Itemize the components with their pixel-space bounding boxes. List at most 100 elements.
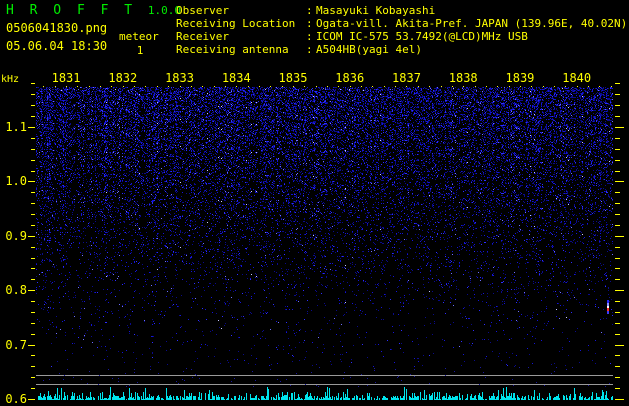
y-tick-minor (31, 366, 35, 367)
y-tick-minor-right (615, 366, 620, 367)
y-tick-minor (31, 138, 35, 139)
x-tick-label: 1838 (449, 72, 478, 84)
info-separator: : (306, 30, 316, 43)
x-tick-label: 1834 (222, 72, 251, 84)
info-separator: : (306, 43, 316, 56)
info-value: Ogata-vill. Akita-Pref. JAPAN (139.96E, … (316, 17, 627, 30)
info-key: Receiver (176, 30, 306, 43)
y-tick-minor-right (615, 247, 620, 248)
y-tick-minor (31, 301, 35, 302)
x-tick-label: 1835 (279, 72, 308, 84)
y-tick-minor (31, 203, 35, 204)
info-separator: : (306, 17, 316, 30)
y-tick-minor (31, 225, 35, 226)
reference-line-upper (36, 375, 613, 376)
y-tick-minor-right (615, 388, 620, 389)
meteor-echo-trace (607, 300, 609, 314)
y-tick-minor-right (615, 258, 620, 259)
y-tick-minor-right (615, 323, 620, 324)
y-tick-minor (31, 94, 35, 95)
y-tick-major (28, 181, 35, 182)
y-tick-minor-right (615, 225, 620, 226)
spectrogram-canvas (36, 87, 613, 367)
y-tick-major-right (615, 181, 624, 182)
x-tick-label: 1839 (506, 72, 535, 84)
meteor-count-value: 1 (119, 44, 161, 57)
app-title: H R O F F T 1.0.0 (6, 3, 181, 18)
y-tick-label: 0.7 (5, 339, 27, 351)
x-tick-label: 1832 (108, 72, 137, 84)
y-tick-minor (31, 247, 35, 248)
y-tick-minor (31, 312, 35, 313)
y-tick-minor-right (615, 203, 620, 204)
app-title-text: H R O F F T (6, 3, 136, 18)
y-tick-minor (31, 83, 35, 84)
y-tick-minor (31, 334, 35, 335)
reference-line-lower (36, 384, 613, 385)
y-tick-minor-right (615, 355, 620, 356)
info-key: Receiving Location (176, 17, 306, 30)
y-tick-major (28, 345, 35, 346)
y-tick-minor (31, 377, 35, 378)
y-tick-major (28, 127, 35, 128)
info-key: Observer (176, 4, 306, 17)
y-tick-label: 0.8 (5, 284, 27, 296)
y-tick-label: 0.9 (5, 230, 27, 242)
y-tick-minor (31, 105, 35, 106)
info-value: Masayuki Kobayashi (316, 4, 435, 17)
y-tick-minor-right (615, 301, 620, 302)
x-axis-time: 1831 1832 1833 1834 1835 1836 1837 1838 1839 1840 (0, 72, 629, 88)
x-tick-label: 1836 (335, 72, 364, 84)
info-row-receiver: Receiver : ICOM IC-575 53.7492(@LCD)MHz … (176, 30, 627, 43)
y-tick-minor-right (615, 214, 620, 215)
y-tick-minor-right (615, 192, 620, 193)
filename-label: 0506041830.png (6, 21, 107, 35)
x-tick-label: 1833 (165, 72, 194, 84)
y-tick-minor-right (615, 171, 620, 172)
y-tick-minor-right (615, 279, 620, 280)
info-key: Receiving antenna (176, 43, 306, 56)
y-tick-major (28, 236, 35, 237)
y-tick-minor (31, 258, 35, 259)
header-panel: H R O F F T 1.0.0 0506041830.png 05.06.0… (0, 0, 629, 72)
y-axis-frequency: 1.1 1.0 0.9 0.8 0.7 0.6 (0, 72, 36, 400)
info-row-observer: Observer : Masayuki Kobayashi (176, 4, 627, 17)
y-tick-minor (31, 214, 35, 215)
y-tick-label: 1.1 (5, 121, 27, 133)
info-separator: : (306, 4, 316, 17)
info-value: A504HB(yagi 4el) (316, 43, 422, 56)
y-axis-right-ticks (613, 72, 629, 400)
y-tick-minor-right (615, 105, 620, 106)
y-tick-minor-right (615, 138, 620, 139)
y-tick-minor (31, 171, 35, 172)
y-tick-major-right (615, 127, 624, 128)
y-tick-minor (31, 160, 35, 161)
y-tick-minor-right (615, 160, 620, 161)
y-tick-major (28, 290, 35, 291)
y-tick-minor (31, 268, 35, 269)
y-tick-major-right (615, 345, 624, 346)
info-row-location: Receiving Location : Ogata-vill. Akita-P… (176, 17, 627, 30)
y-tick-label: 1.0 (5, 175, 27, 187)
info-row-antenna: Receiving antenna : A504HB(yagi 4el) (176, 43, 627, 56)
y-tick-minor (31, 355, 35, 356)
y-tick-minor (31, 279, 35, 280)
y-tick-minor-right (615, 94, 620, 95)
y-tick-minor-right (615, 334, 620, 335)
y-tick-minor-right (615, 268, 620, 269)
y-tick-minor-right (615, 149, 620, 150)
observation-info: Observer : Masayuki Kobayashi Receiving … (176, 4, 627, 56)
y-tick-minor (31, 149, 35, 150)
y-tick-minor-right (615, 312, 620, 313)
datetime-label: 05.06.04 18:30 (6, 39, 107, 53)
y-tick-major-right (615, 236, 624, 237)
y-tick-major-right (615, 290, 624, 291)
y-tick-minor-right (615, 377, 620, 378)
y-tick-minor-right (615, 83, 620, 84)
amplitude-strip (36, 367, 613, 400)
x-tick-label: 1840 (562, 72, 591, 84)
y-tick-minor (31, 323, 35, 324)
x-tick-label: 1831 (52, 72, 81, 84)
x-tick-label: 1837 (392, 72, 421, 84)
